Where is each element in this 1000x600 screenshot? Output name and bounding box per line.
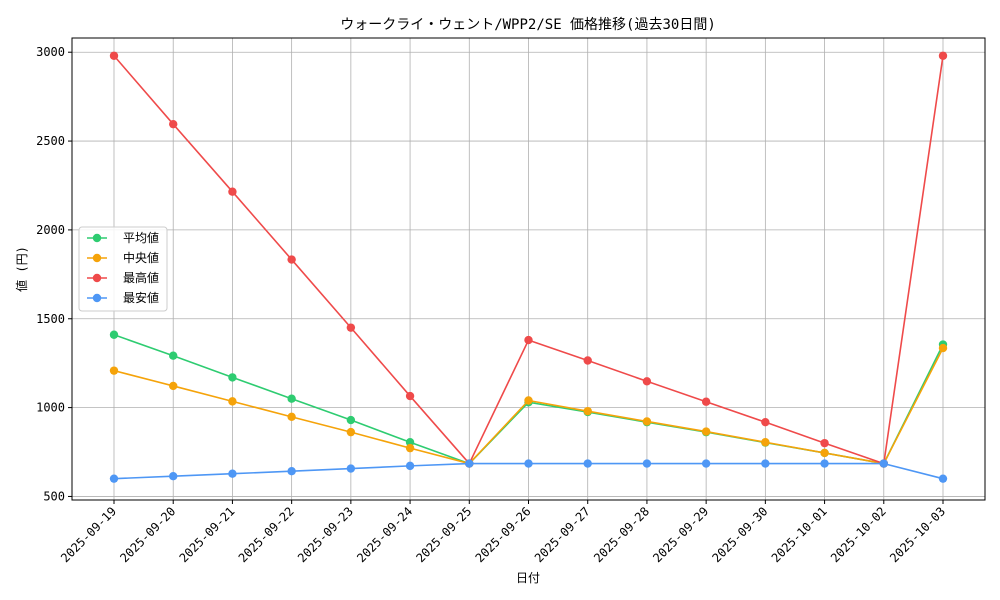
x-tick-label: 2025-09-27 <box>532 504 593 565</box>
data-point <box>109 366 119 375</box>
data-point <box>524 459 533 468</box>
data-point <box>465 459 474 468</box>
legend-box <box>78 226 168 312</box>
grid <box>72 38 985 500</box>
legend-swatch-marker <box>92 293 102 303</box>
data-point <box>287 412 296 422</box>
data-point <box>405 443 415 453</box>
y-tick-label: 500 <box>43 489 65 503</box>
series-layer <box>109 51 948 483</box>
legend-swatch-marker <box>92 273 102 283</box>
data-point <box>524 335 533 345</box>
x-tick-label: 2025-09-19 <box>58 504 119 565</box>
data-point <box>583 459 592 468</box>
y-tick-label: 1000 <box>36 401 65 415</box>
y-tick-label: 2500 <box>36 134 65 148</box>
data-point <box>642 459 652 468</box>
legend-label: 最高値 <box>123 270 159 285</box>
x-tick-label: 2025-09-23 <box>295 504 356 565</box>
data-point <box>820 459 829 468</box>
data-point <box>938 474 948 483</box>
x-tick-label: 2025-09-22 <box>236 504 297 565</box>
legend-swatch-marker <box>92 253 102 263</box>
data-point <box>820 438 829 448</box>
data-point <box>346 464 356 473</box>
data-point <box>287 394 296 403</box>
x-tick-label: 2025-10-01 <box>769 504 830 565</box>
data-point <box>524 396 533 405</box>
x-tick-label: 2025-09-30 <box>709 504 770 565</box>
data-point <box>761 417 770 427</box>
data-point <box>228 469 237 478</box>
data-point <box>701 459 711 468</box>
x-tick-label: 2025-09-21 <box>177 504 238 565</box>
data-point <box>583 406 592 416</box>
data-point <box>761 459 770 468</box>
x-tick-label: 2025-09-25 <box>413 504 474 565</box>
x-tick-label: 2025-09-20 <box>117 504 178 565</box>
x-tick-label: 2025-10-02 <box>828 504 889 565</box>
data-point <box>642 377 652 386</box>
legend-label: 中央値 <box>123 250 159 265</box>
data-point <box>109 330 119 339</box>
data-point <box>938 51 948 60</box>
x-tick-label: 2025-09-29 <box>650 504 711 565</box>
data-point <box>169 351 178 360</box>
data-point <box>879 459 888 468</box>
x-axis-label: 日付 <box>516 571 540 585</box>
data-point <box>346 323 356 332</box>
data-point <box>109 51 119 60</box>
data-point <box>701 397 711 406</box>
x-tick-label: 2025-10-03 <box>887 504 948 565</box>
data-point <box>228 397 237 406</box>
data-point <box>228 187 237 196</box>
legend-label: 最安値 <box>123 290 159 305</box>
data-point <box>228 373 237 382</box>
data-point <box>169 119 178 129</box>
y-tick-label: 2000 <box>36 223 65 237</box>
y-axis-label: 値 (円) <box>14 246 29 292</box>
data-point <box>938 343 948 353</box>
data-point <box>169 471 178 481</box>
y-tick-label: 1500 <box>36 312 65 326</box>
data-point <box>287 255 296 264</box>
data-point <box>642 417 652 426</box>
y-tick-label: 3000 <box>36 45 65 59</box>
x-tick-label: 2025-09-24 <box>354 504 415 565</box>
data-point <box>761 438 770 447</box>
data-point <box>583 356 592 365</box>
data-point <box>169 381 178 391</box>
chart-title: ウォークライ・ウェント/WPP2/SE 価格推移(過去30日間) <box>340 17 716 33</box>
x-tick-label: 2025-09-28 <box>591 504 652 565</box>
legend-swatch-marker <box>92 233 102 243</box>
data-point <box>701 427 711 436</box>
data-point <box>346 427 356 437</box>
data-point <box>405 391 415 401</box>
x-tick-label: 2025-09-26 <box>473 504 534 565</box>
data-point <box>820 448 829 458</box>
data-point <box>109 474 119 483</box>
data-point <box>346 415 356 425</box>
data-point <box>405 461 415 471</box>
data-point <box>405 438 415 447</box>
legend-label: 平均値 <box>123 230 159 245</box>
data-point <box>287 467 296 476</box>
